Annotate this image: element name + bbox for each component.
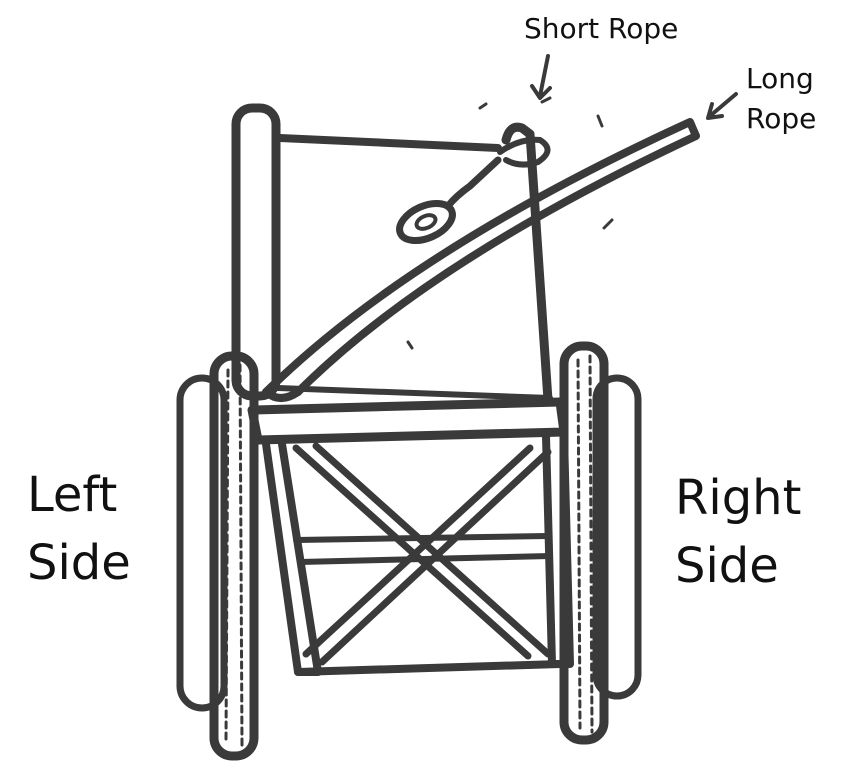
motion-ticks	[406, 96, 614, 350]
right-wheel	[559, 341, 642, 745]
label-arrows	[530, 54, 738, 120]
bottom-rail	[294, 660, 564, 676]
short-rope	[396, 136, 551, 245]
left-wheel-shading	[224, 363, 244, 747]
left-side-label-line1: Left	[27, 467, 118, 523]
seat-bar	[247, 397, 569, 445]
long-rope-label-line1: Long	[746, 62, 814, 95]
top-crossbar	[276, 134, 502, 152]
left-wheel-tire	[176, 374, 228, 712]
left-upright-post	[231, 103, 281, 401]
right-wheel-tire	[592, 374, 642, 700]
short-rope-loop-hole	[414, 213, 438, 231]
scribble-marks	[406, 96, 614, 350]
short-rope-arrow	[530, 54, 552, 100]
middle-rail	[293, 533, 553, 565]
short-rope-tail	[444, 156, 502, 210]
short-rope-knot	[497, 136, 551, 168]
long-rope-arrow	[706, 92, 738, 120]
right-side-label-line2: Side	[675, 538, 779, 594]
lower-frame	[262, 432, 574, 676]
long-rope-label-line2: Rope	[746, 102, 817, 135]
front-crossbeam	[247, 397, 569, 445]
short-rope-loop	[396, 199, 456, 245]
long-rope-line	[262, 118, 700, 396]
left-side-label-line2: Side	[27, 535, 131, 591]
right-side-label-line1: Right	[675, 470, 802, 526]
right-upright-post	[501, 122, 553, 405]
back-frame	[231, 103, 553, 405]
right-leg	[542, 432, 574, 668]
short-rope-label: Short Rope	[524, 12, 679, 45]
right-wheel-shading	[576, 354, 594, 734]
left-leg	[262, 440, 322, 676]
back-bottom-edge	[275, 385, 553, 401]
left-wheel	[176, 351, 259, 761]
long-rope	[262, 118, 700, 402]
long-rope-end	[262, 388, 302, 402]
